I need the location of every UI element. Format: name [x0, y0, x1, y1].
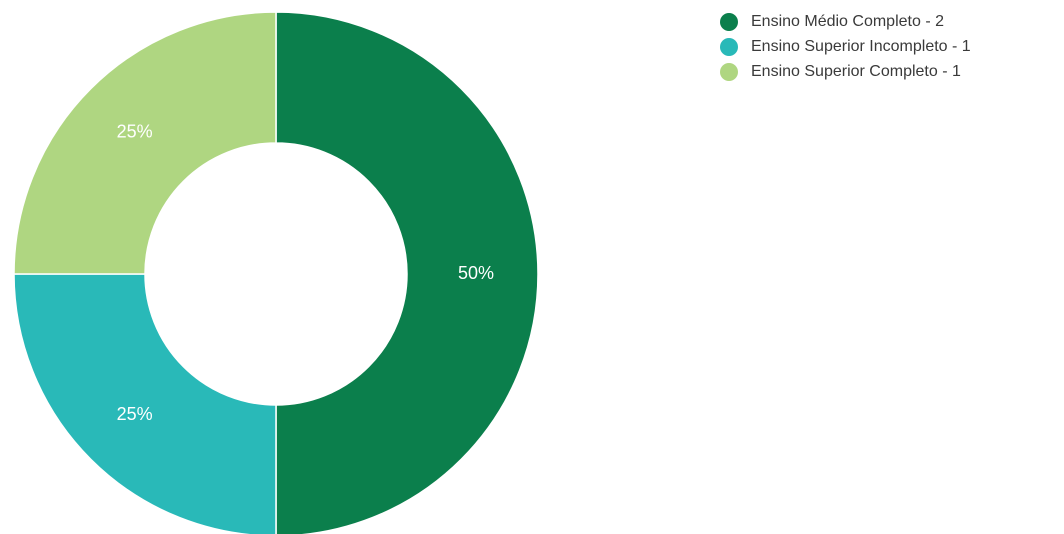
slice-1[interactable]: [275, 11, 539, 534]
slice-labels-layer: 50% 25% 25%: [117, 121, 494, 424]
legend-item-2[interactable]: Ensino Superior Incompleto - 1: [720, 38, 971, 56]
legend-item-3[interactable]: Ensino Superior Completo - 1: [720, 63, 961, 81]
legend-label-3: Ensino Superior Completo - 1: [751, 63, 961, 80]
legend: Ensino Médio Completo - 2 Ensino Superior…: [720, 13, 971, 81]
legend-label-2: Ensino Superior Incompleto - 1: [751, 38, 971, 55]
slice-2[interactable]: [13, 273, 277, 534]
slice-label-3: 25%: [117, 121, 153, 141]
legend-label-1: Ensino Médio Completo - 2: [751, 13, 944, 30]
slices-layer: [13, 11, 539, 534]
slice-label-1: 50%: [458, 263, 494, 283]
legend-swatch-3: [720, 63, 738, 81]
legend-swatch-2: [720, 38, 738, 56]
slice-3[interactable]: [13, 11, 277, 275]
legend-swatch-1: [720, 13, 738, 31]
slice-label-2: 25%: [117, 404, 153, 424]
legend-item-1[interactable]: Ensino Médio Completo - 2: [720, 13, 944, 31]
